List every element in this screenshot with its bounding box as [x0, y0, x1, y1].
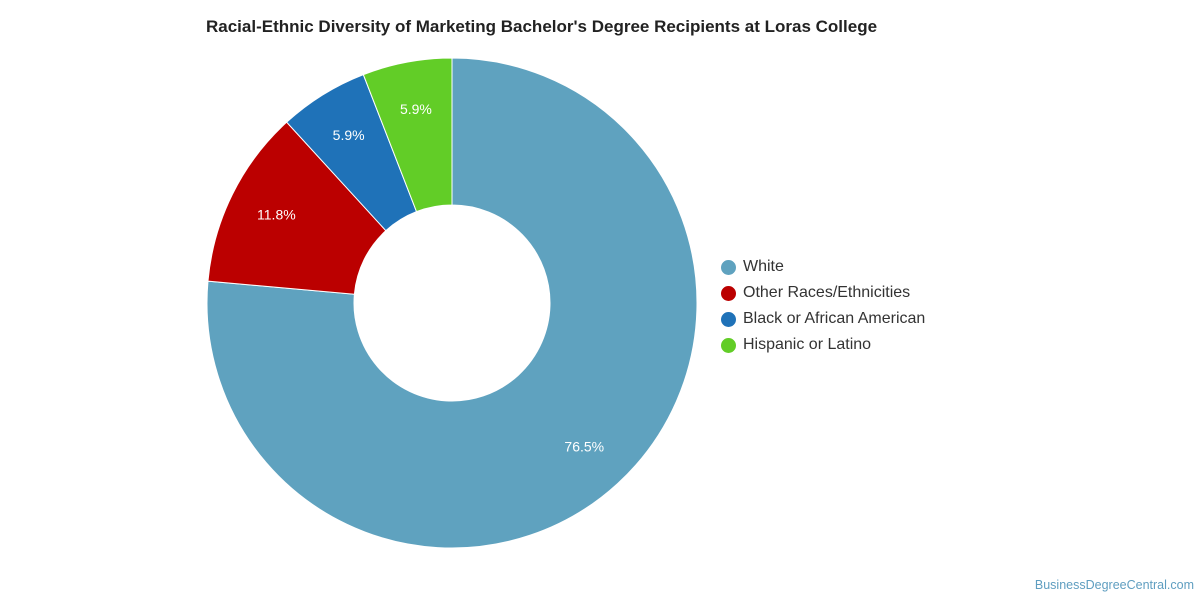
data-label-white: 76.5%: [564, 438, 604, 454]
legend-item-white[interactable]: White: [721, 254, 925, 280]
legend-label: Black or African American: [743, 310, 926, 327]
legend-swatch: [721, 311, 736, 327]
legend-swatch: [721, 337, 736, 353]
chart-title: Racial-Ethnic Diversity of Marketing Bac…: [206, 17, 878, 36]
data-label-hispanic-or-latino: 5.9%: [400, 101, 432, 117]
legend-swatch: [721, 285, 736, 301]
data-label-black-or-african-american: 5.9%: [333, 127, 365, 143]
legend-item-other-races-ethnicities[interactable]: Other Races/Ethnicities: [721, 280, 925, 306]
legend-item-hispanic-or-latino[interactable]: Hispanic or Latino: [721, 332, 925, 358]
chart-legend: White Other Races/Ethnicities Black or Afr…: [721, 254, 925, 358]
legend-label: White: [743, 258, 784, 275]
watermark[interactable]: BusinessDegreeCentral.com: [1034, 578, 1194, 592]
legend-item-black-or-african-american[interactable]: Black or African American: [721, 306, 925, 332]
slice-other-races-ethnicities[interactable]: [207, 121, 387, 295]
legend-label: Hispanic or Latino: [743, 336, 872, 353]
legend-swatch: [721, 259, 736, 275]
slice-white[interactable]: [206, 57, 698, 549]
data-label-other-races-ethnicities: 11.8%: [257, 207, 296, 223]
slice-hispanic-or-latino[interactable]: [362, 57, 453, 213]
legend-label: Other Races/Ethnicities: [743, 284, 911, 301]
